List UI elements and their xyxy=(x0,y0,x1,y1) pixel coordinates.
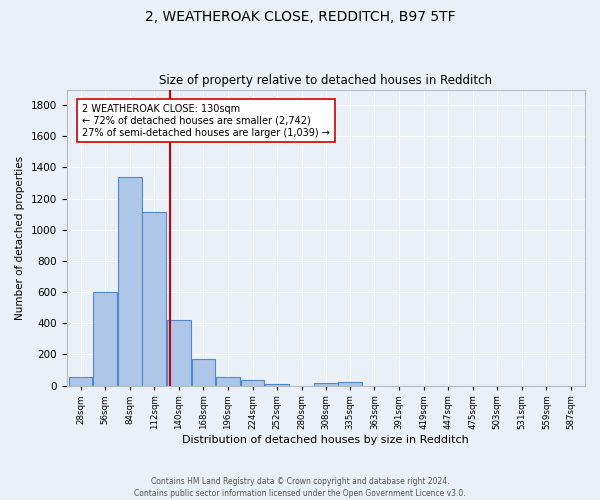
Bar xyxy=(265,384,289,386)
Bar xyxy=(167,320,191,386)
Text: Contains HM Land Registry data © Crown copyright and database right 2024.
Contai: Contains HM Land Registry data © Crown c… xyxy=(134,476,466,498)
Bar xyxy=(216,376,240,386)
Bar xyxy=(69,377,92,386)
Bar xyxy=(338,382,362,386)
Bar xyxy=(314,383,338,386)
Bar xyxy=(241,380,265,386)
Text: 2, WEATHEROAK CLOSE, REDDITCH, B97 5TF: 2, WEATHEROAK CLOSE, REDDITCH, B97 5TF xyxy=(145,10,455,24)
Title: Size of property relative to detached houses in Redditch: Size of property relative to detached ho… xyxy=(159,74,492,87)
Bar xyxy=(118,177,142,386)
Text: 2 WEATHEROAK CLOSE: 130sqm
← 72% of detached houses are smaller (2,742)
27% of s: 2 WEATHEROAK CLOSE: 130sqm ← 72% of deta… xyxy=(82,104,330,138)
Bar xyxy=(191,359,215,386)
Bar xyxy=(93,292,117,386)
Y-axis label: Number of detached properties: Number of detached properties xyxy=(15,156,25,320)
X-axis label: Distribution of detached houses by size in Redditch: Distribution of detached houses by size … xyxy=(182,435,469,445)
Bar xyxy=(142,212,166,386)
